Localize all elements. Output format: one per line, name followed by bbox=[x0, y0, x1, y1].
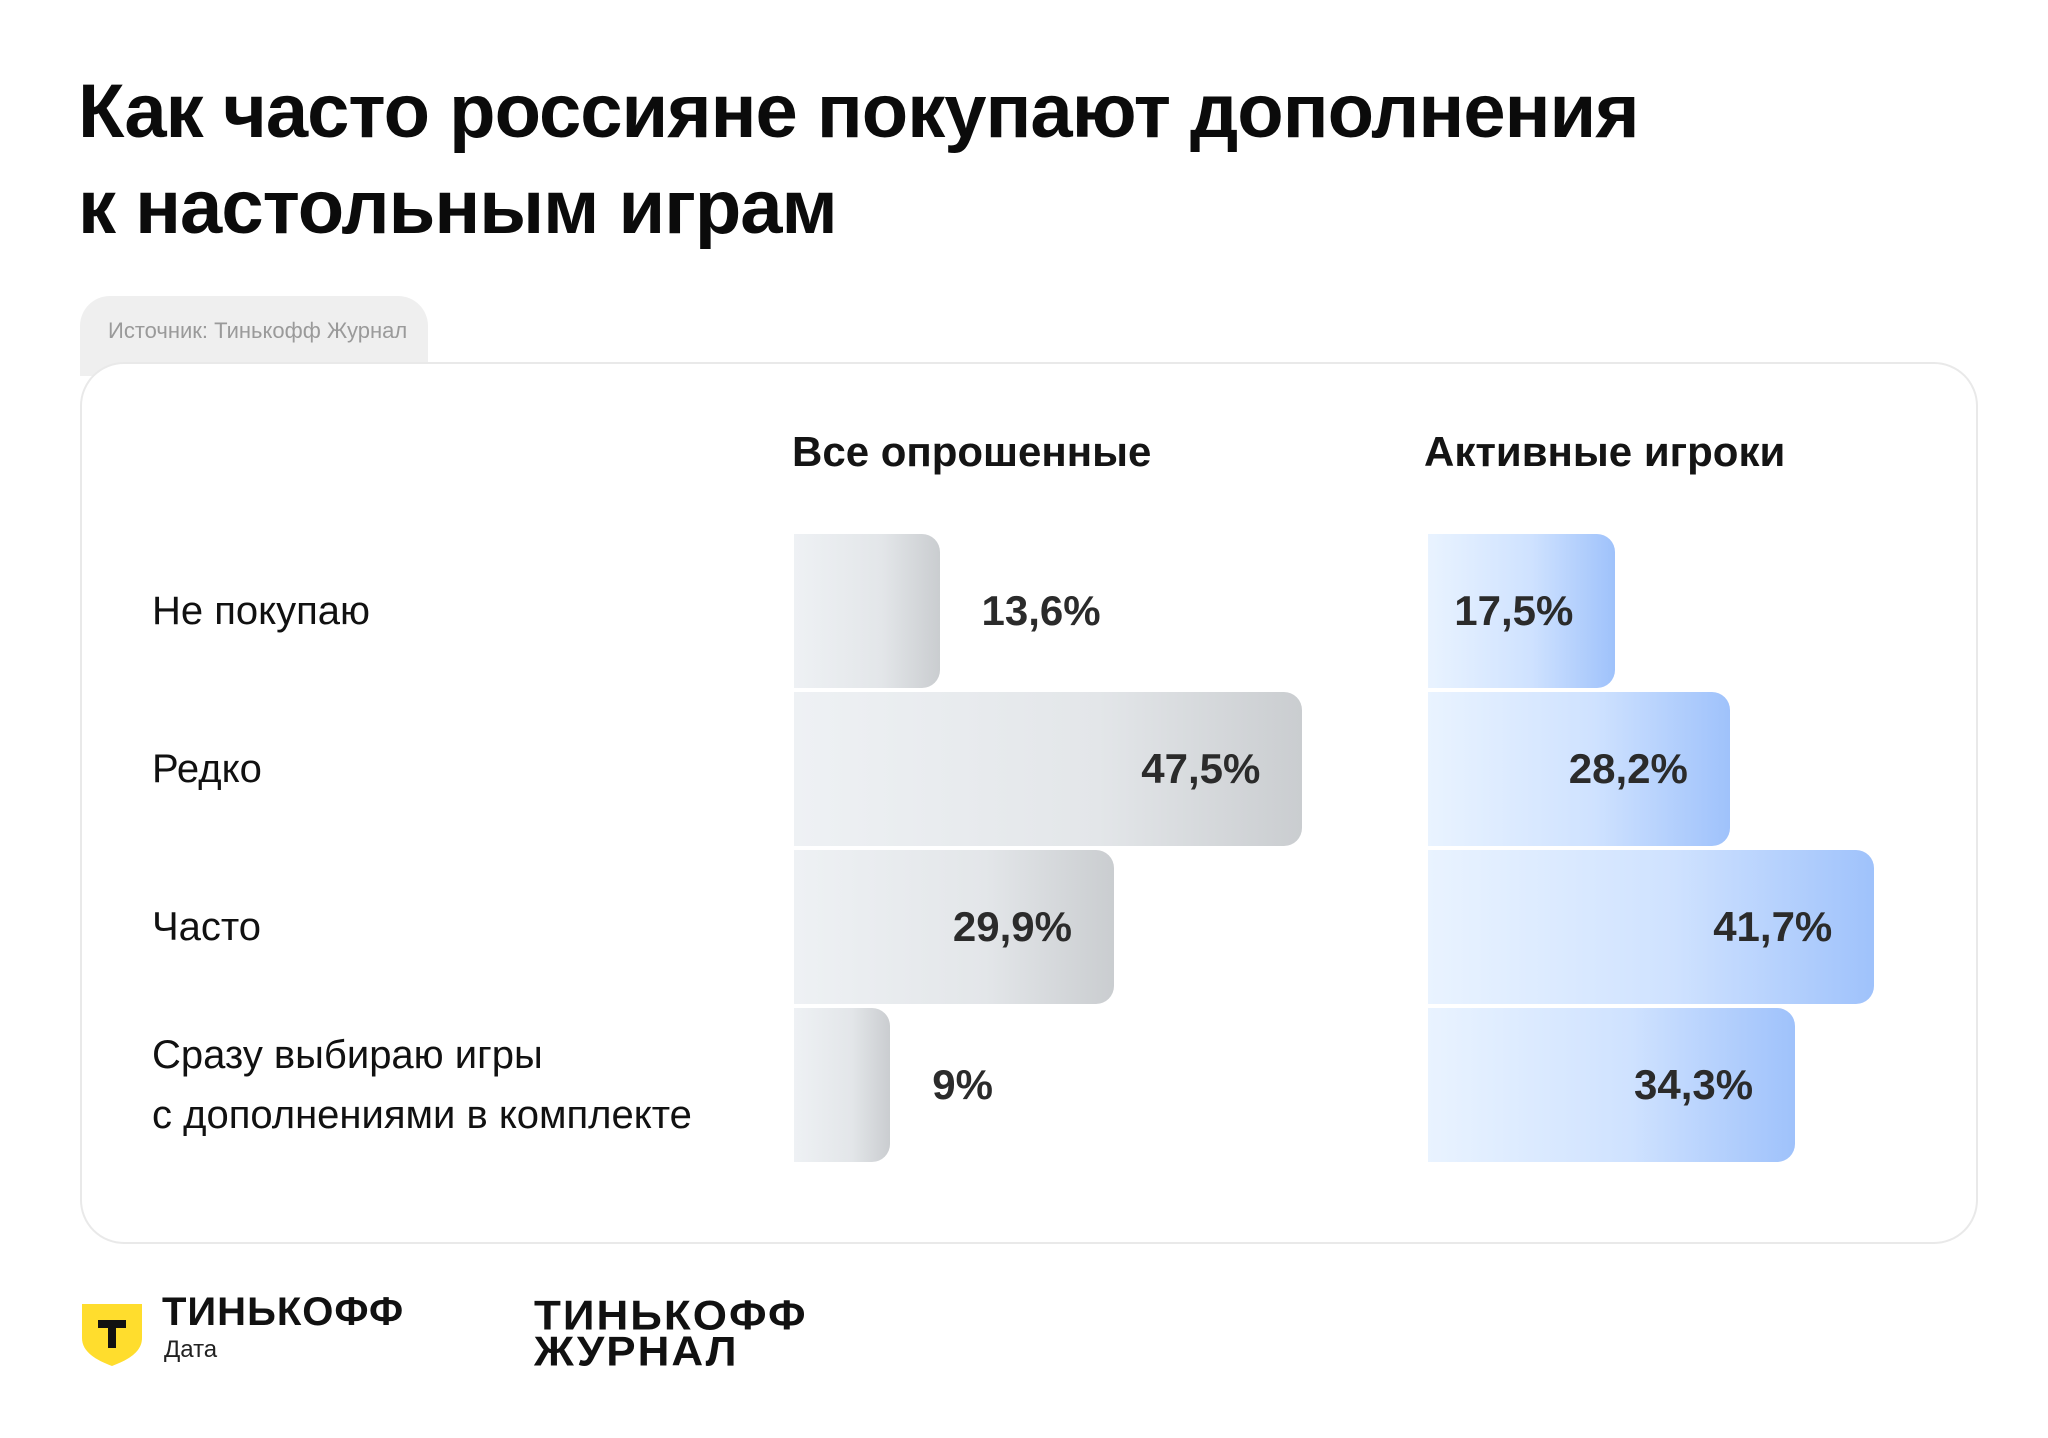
value-label-active-0: 17,5% bbox=[1454, 587, 1574, 634]
value-label-active-2: 41,7% bbox=[1713, 903, 1833, 950]
bar-all-0 bbox=[794, 534, 940, 688]
bar-active-3 bbox=[1428, 1008, 1795, 1162]
page-title: Как часто россияне покупают дополнения к… bbox=[78, 64, 1640, 256]
logo-data-name: ТИНЬКОФФ bbox=[162, 1290, 405, 1334]
bar-active-1 bbox=[1428, 692, 1730, 846]
category-label: Не покупаю bbox=[152, 589, 371, 633]
series-title-active: Активные игроки bbox=[1424, 428, 1786, 475]
bar-active-0 bbox=[1428, 534, 1616, 688]
category-label: Часто bbox=[152, 905, 262, 949]
title-line-1: Как часто россияне покупают дополнения bbox=[78, 69, 1640, 154]
value-label-all-0: 13,6% bbox=[981, 587, 1101, 634]
value-label-active-3: 34,3% bbox=[1634, 1061, 1754, 1108]
series-title-all: Все опрошенные bbox=[792, 428, 1152, 475]
bar-all-1 bbox=[794, 692, 1303, 846]
category-label: Редко bbox=[152, 747, 262, 791]
logo-journal-line1: ТИНЬКОФФ bbox=[534, 1292, 808, 1339]
title-line-2: к настольным играм bbox=[78, 165, 838, 250]
value-label-all-3: 9% bbox=[932, 1061, 993, 1108]
category-label: Сразу выбираю игры с дополнениями в компл… bbox=[152, 1033, 692, 1137]
value-label-all-1: 47,5% bbox=[1141, 745, 1261, 792]
value-label-active-1: 28,2% bbox=[1568, 745, 1688, 792]
bar-active-2 bbox=[1428, 850, 1875, 1004]
logo-data-sub: Дата bbox=[164, 1336, 218, 1363]
value-label-all-2: 29,9% bbox=[952, 903, 1073, 950]
logo-journal-line2: ЖУРНАЛ bbox=[534, 1328, 739, 1375]
bar-all-2 bbox=[794, 850, 1114, 1004]
tinkoff-shield-icon bbox=[82, 1304, 142, 1366]
source-label: Источник: Тинькофф Журнал bbox=[108, 318, 408, 343]
bar-all-3 bbox=[794, 1008, 891, 1162]
